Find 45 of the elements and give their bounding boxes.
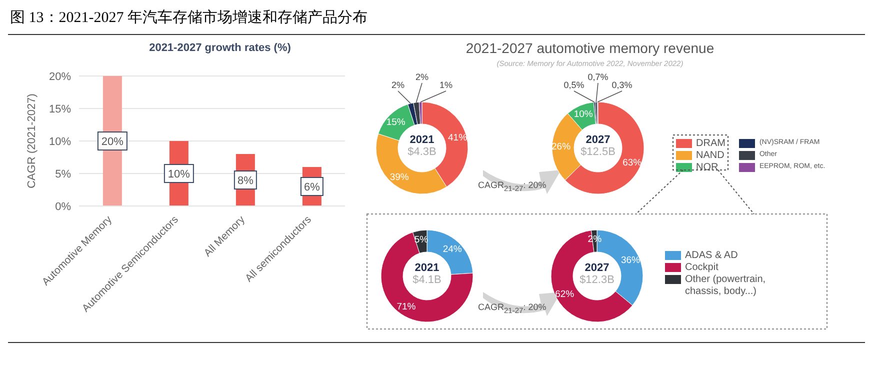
legend-label: Cockpit — [685, 262, 718, 274]
chart-title: 图 13：2021-2027 年汽车存储市场增速和存储产品分布 — [10, 8, 368, 27]
data-label: 39% — [390, 172, 410, 184]
data-label: 2% — [391, 80, 405, 90]
text: $4.1B — [412, 274, 442, 286]
data-label: 15% — [386, 116, 406, 128]
legend-label: ADAS & AD — [685, 250, 738, 262]
data-label: 41% — [448, 132, 468, 144]
legend-label: Other (powertrain, chassis, body...) — [685, 274, 767, 298]
legend-label: NAND — [696, 150, 724, 162]
y-tick-label: 0% — [55, 200, 72, 213]
data-label: 62% — [555, 288, 575, 300]
text: CAGR$_{21-27}$: 20% — [478, 180, 546, 193]
data-label: 10% — [168, 168, 190, 180]
data-label: 1% — [439, 80, 453, 90]
data-label: 6% — [304, 182, 320, 194]
y-tick-label: 15% — [48, 103, 72, 116]
text: $12.5B — [580, 146, 616, 158]
data-label: 0,7% — [588, 72, 608, 82]
text: $12.3B — [578, 274, 616, 286]
data-label: 24% — [442, 244, 462, 256]
data-label: 20% — [101, 136, 124, 148]
legend-label: NOR — [696, 162, 718, 174]
data-label: 8% — [237, 175, 254, 187]
slice-label: 2021 — [414, 262, 440, 274]
slice-label: 2027 — [584, 134, 612, 146]
slice-label: 2027 — [584, 262, 610, 274]
y-axis-title: CAGR (2021-2027) — [26, 94, 38, 188]
data-label: 2% — [588, 234, 602, 246]
chart-subtitle: 2021-2027 growth rates (%) — [148, 42, 292, 54]
y-tick-label: 10% — [48, 136, 72, 148]
text: $4.3B — [406, 146, 438, 158]
data-label: 2% — [415, 72, 429, 82]
data-label: 63% — [622, 157, 642, 168]
data-label: 36% — [620, 255, 641, 266]
chart-title: 2021-2027 automotive memory revenue — [464, 40, 716, 56]
data-label: 0,5% — [564, 80, 584, 90]
legend-label: DRAM — [696, 138, 726, 150]
slice-label: 2021 — [408, 134, 436, 146]
data-label: 71% — [396, 302, 416, 313]
y-tick-label: 20% — [48, 70, 72, 83]
data-label: 0,3% — [612, 80, 632, 90]
text: CAGR$_{21-27}$: 20% — [478, 302, 546, 315]
y-tick-label: 5% — [55, 168, 72, 180]
data-label: 10% — [574, 109, 594, 120]
